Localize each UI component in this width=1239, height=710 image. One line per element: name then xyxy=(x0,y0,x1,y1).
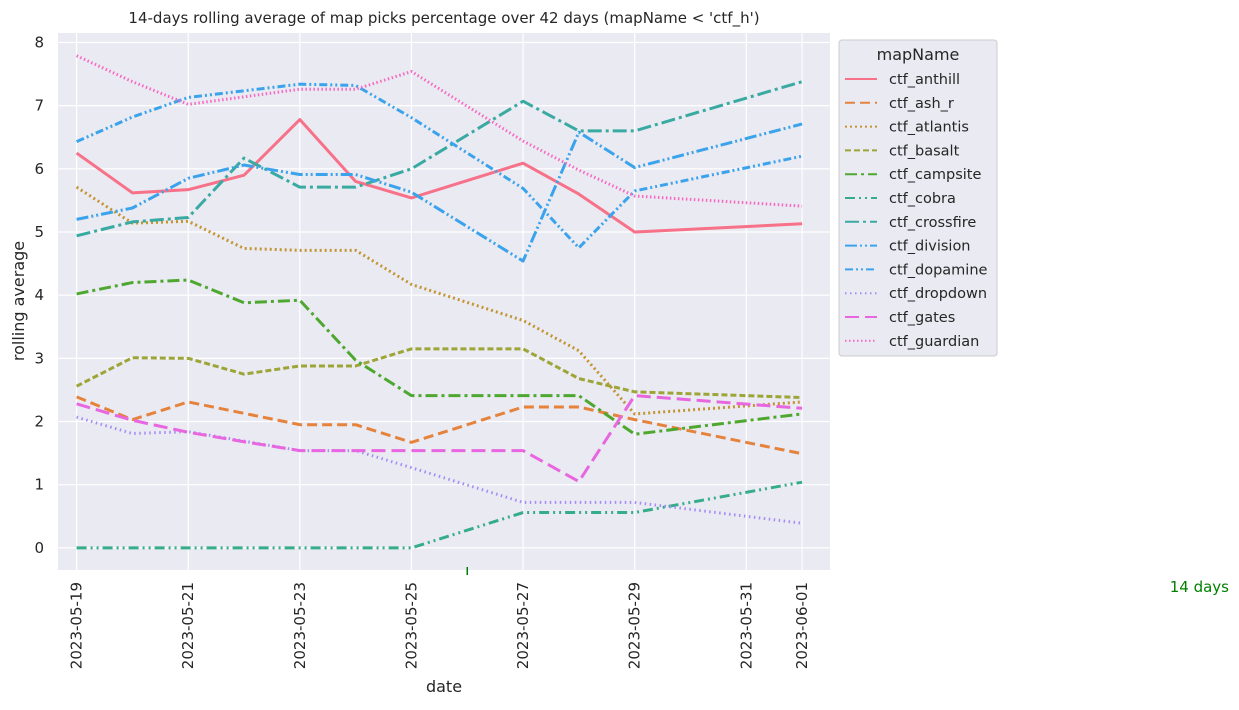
series-lines xyxy=(75,54,803,550)
series-line-ctf-basalt xyxy=(75,347,803,400)
x-axis-label: date xyxy=(426,677,462,696)
series-line-ctf-crossfire xyxy=(76,80,803,238)
x-tick-label: 2023-05-25 xyxy=(402,582,420,669)
x-tick-label: 2023-05-31 xyxy=(737,582,755,669)
series-line-ctf-cobra xyxy=(76,480,803,550)
legend-label-ctf-gates: ctf_gates xyxy=(889,310,955,326)
x-tick-label: 2023-05-23 xyxy=(291,582,309,669)
x-tick-label: 2023-05-19 xyxy=(68,582,86,669)
series-line-ctf-atlantis xyxy=(75,185,803,416)
y-tick-label: 2 xyxy=(34,413,44,431)
grid xyxy=(58,33,830,570)
legend-label-ctf-guardian: ctf_guardian xyxy=(889,334,979,350)
x-tick-label: 2023-05-29 xyxy=(626,582,644,669)
legend: mapName ctf_anthill ctf_ash_r ctf_atlantis… xyxy=(838,39,998,357)
legend-items: ctf_anthill ctf_ash_r ctf_atlantis ctf_basa… xyxy=(845,72,988,350)
y-tick-label: 3 xyxy=(34,349,44,367)
series-line-ctf-dropdown xyxy=(76,415,803,525)
legend-label-ctf-atlantis: ctf_atlantis xyxy=(889,120,969,136)
legend-label-ctf-division: ctf_division xyxy=(889,239,971,255)
legend-label-ctf-dropdown: ctf_dropdown xyxy=(889,286,987,302)
series-line-ctf-campsite xyxy=(76,278,803,436)
y-tick-label: 0 xyxy=(34,539,44,557)
y-axis-label: rolling average xyxy=(9,241,28,361)
series-line-ctf-dopamine xyxy=(75,82,803,250)
legend-label-ctf-cobra: ctf_cobra xyxy=(889,191,956,207)
legend-frame xyxy=(838,39,998,357)
series-line-ctf-anthill xyxy=(75,118,803,234)
plot-area xyxy=(58,33,830,570)
x-tick-label: 2023-06-01 xyxy=(793,582,811,669)
y-tick-label: 4 xyxy=(34,286,44,304)
y-tick-label: 1 xyxy=(34,476,44,494)
legend-title: mapName xyxy=(877,45,960,64)
x-tick-label: 2023-05-27 xyxy=(514,582,532,669)
y-tick-label: 7 xyxy=(34,97,44,115)
legend-label-ctf-crossfire: ctf_crossfire xyxy=(889,215,976,231)
series-line-ctf-gates xyxy=(76,394,803,484)
y-tick-label: 5 xyxy=(34,223,44,241)
y-tick-label: 8 xyxy=(34,33,44,51)
axes: 0 1 2 3 4 5 6 7 8 2023-05-19 2023-05-21 2023-05-23 2… xyxy=(34,33,811,669)
x-tick-label: 2023-05-21 xyxy=(179,582,197,669)
y-tick-label: 6 xyxy=(34,160,44,178)
legend-label-ctf-dopamine: ctf_dopamine xyxy=(889,262,988,278)
legend-label-ctf-campsite: ctf_campsite xyxy=(889,167,981,183)
legend-label-ctf-basalt: ctf_basalt xyxy=(889,143,960,159)
chart-title: 14-days rolling average of map picks per… xyxy=(128,9,759,28)
legend-label-ctf-anthill: ctf_anthill xyxy=(889,72,960,88)
legend-label-ctf-ash-r: ctf_ash_r xyxy=(889,96,954,112)
annotation-text: 14 days xyxy=(1170,578,1229,596)
